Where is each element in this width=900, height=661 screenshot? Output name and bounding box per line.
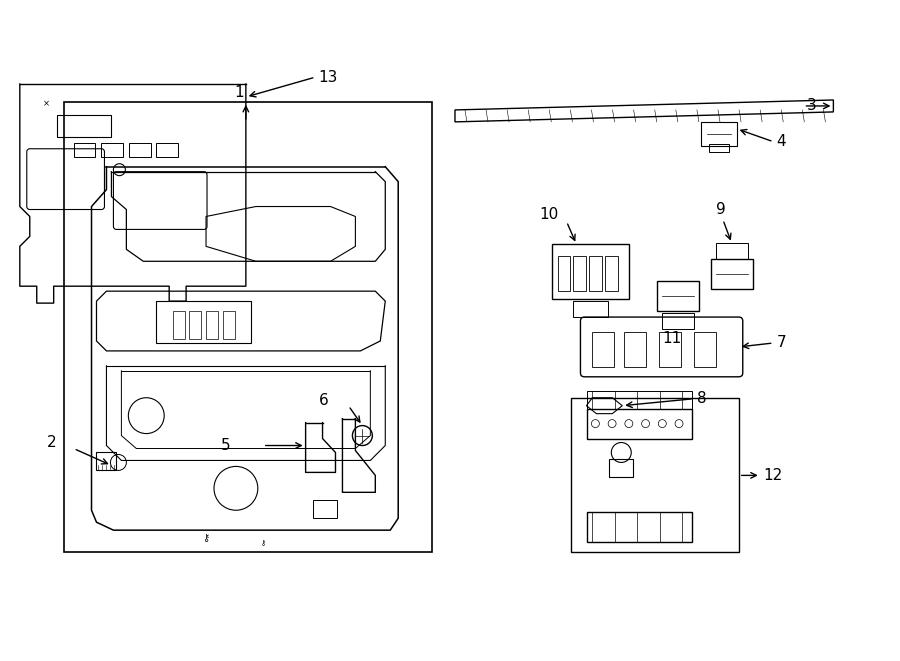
Bar — [709, 144, 729, 152]
Text: 4: 4 — [777, 134, 787, 149]
Bar — [573, 301, 608, 317]
Bar — [606, 256, 618, 291]
Bar — [592, 332, 615, 367]
Text: 10: 10 — [540, 207, 559, 222]
Bar — [312, 500, 338, 518]
Text: ×: × — [43, 99, 50, 108]
Bar — [609, 459, 634, 477]
Bar — [711, 259, 752, 289]
Bar — [588, 408, 692, 438]
Bar — [173, 311, 185, 339]
Text: 3: 3 — [806, 98, 816, 114]
Bar — [662, 313, 694, 329]
Bar — [573, 256, 587, 291]
Text: 5: 5 — [221, 438, 231, 453]
Text: 9: 9 — [716, 202, 725, 217]
Bar — [206, 311, 218, 339]
Bar — [157, 301, 251, 343]
Text: ⚷: ⚷ — [260, 539, 265, 545]
Bar — [223, 311, 235, 339]
Bar — [694, 332, 716, 367]
Text: 6: 6 — [319, 393, 328, 408]
Text: ⚷: ⚷ — [202, 533, 210, 543]
Bar — [74, 143, 95, 157]
Text: 2: 2 — [47, 435, 57, 450]
Bar — [588, 391, 692, 408]
Bar — [659, 332, 681, 367]
Text: 13: 13 — [319, 69, 338, 85]
Bar — [130, 143, 151, 157]
Bar — [552, 245, 629, 299]
Bar — [588, 512, 692, 542]
Text: 7: 7 — [777, 335, 787, 350]
Bar — [701, 122, 737, 146]
Text: 8: 8 — [697, 391, 706, 407]
Bar — [716, 243, 748, 259]
Bar — [57, 115, 112, 137]
Bar — [96, 453, 116, 471]
Bar — [557, 256, 571, 291]
Bar — [572, 398, 739, 552]
Bar — [157, 143, 178, 157]
Bar — [102, 143, 123, 157]
Bar — [657, 281, 699, 311]
Text: 11: 11 — [662, 331, 681, 346]
Text: 1: 1 — [234, 85, 244, 100]
Bar — [590, 256, 602, 291]
Bar — [189, 311, 201, 339]
Bar — [625, 332, 646, 367]
Text: 12: 12 — [764, 468, 783, 483]
Bar — [64, 102, 432, 552]
